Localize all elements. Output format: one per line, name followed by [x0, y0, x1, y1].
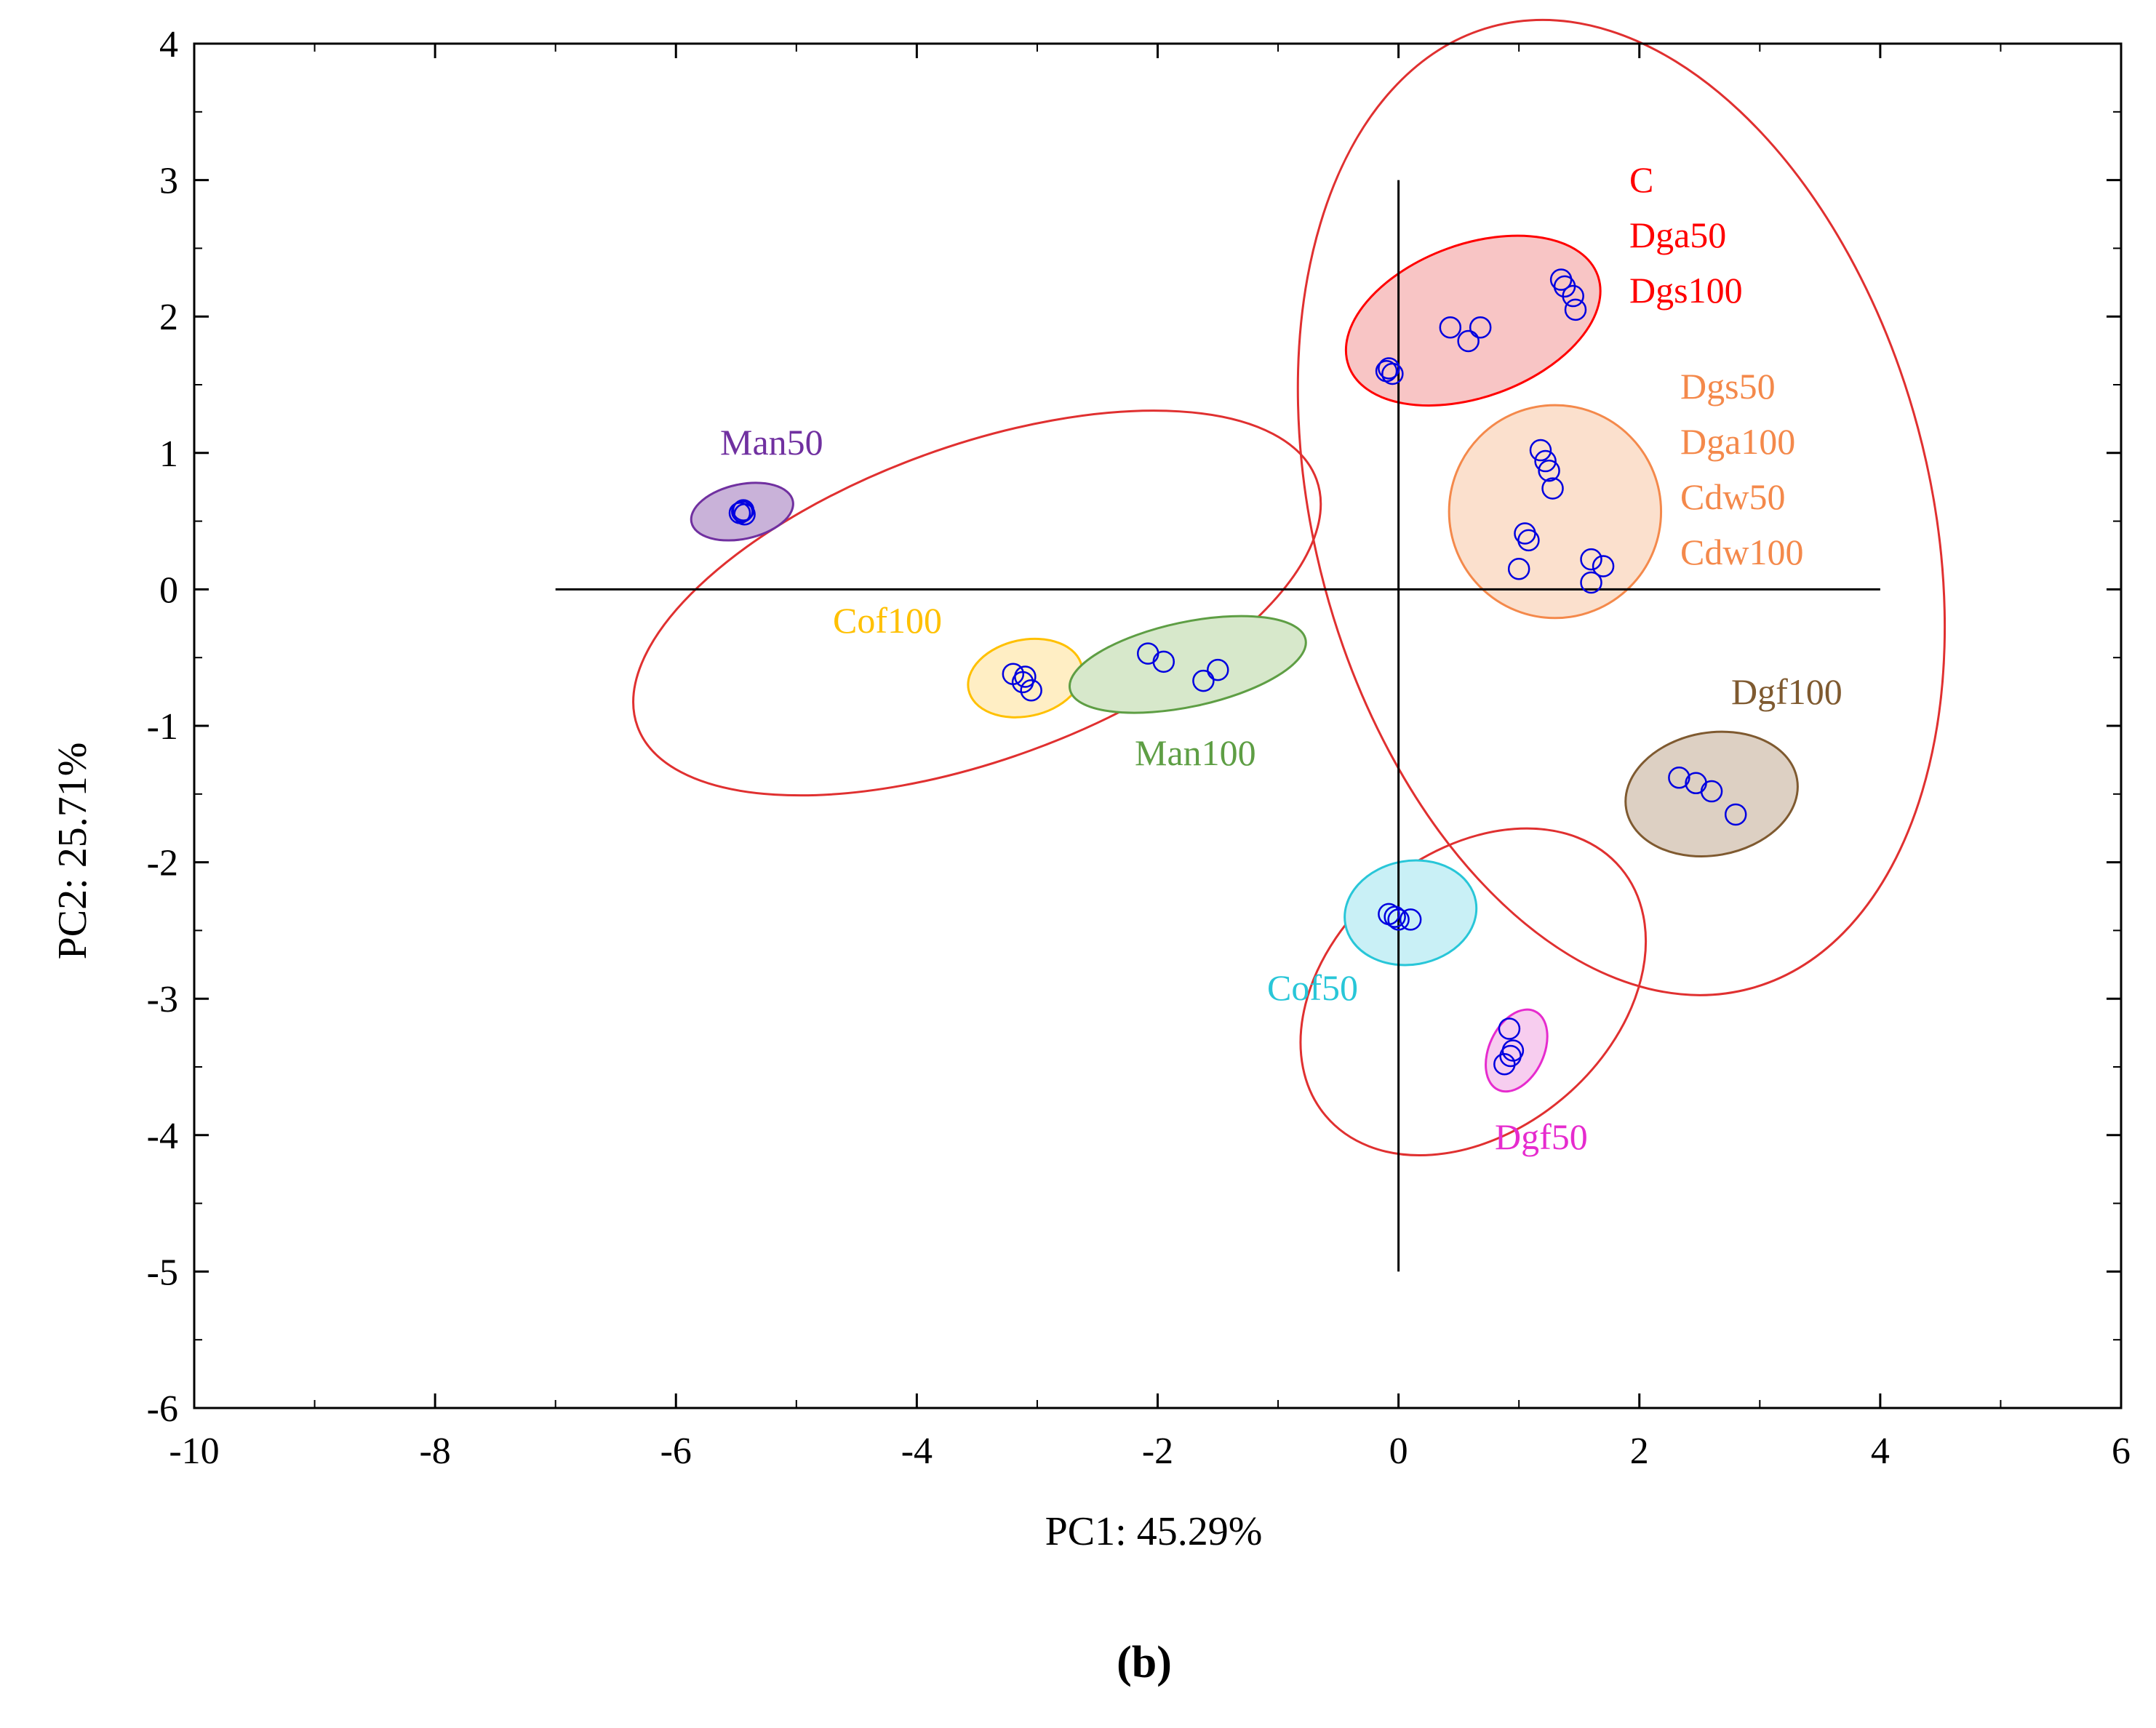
y-tick-label: 3 — [159, 161, 178, 202]
plot-border — [193, 42, 2123, 1409]
y-tick-label: 1 — [159, 433, 178, 475]
man100-label: Man100 — [1135, 732, 1256, 773]
c_group-point — [1562, 284, 1584, 308]
man50-point — [732, 499, 755, 521]
axis-ticks: -10 -8 -6 -4 -2 0 2 4 6 4 3 2 1 0 -1 -2 -3 -4 -5 -6 — [147, 24, 2131, 1472]
c_group-label: Dgs100 — [1629, 270, 1743, 311]
dgf100-point — [1700, 780, 1723, 803]
cof50-point — [1384, 905, 1406, 928]
x-tick-label: -8 — [419, 1431, 450, 1472]
dgf50-point — [1493, 1052, 1516, 1076]
dgs50_group-ellipse — [1448, 404, 1663, 620]
cof50-point — [1399, 908, 1422, 931]
dgf50-ellipse — [1485, 1008, 1549, 1093]
cluster-ellipses — [632, 18, 1947, 1156]
c_group-point — [1439, 316, 1462, 339]
cof100-point — [1014, 665, 1037, 688]
dgs50_group-point — [1517, 529, 1540, 552]
man50-point — [728, 502, 751, 524]
dgs50_group-point — [1534, 449, 1557, 473]
c_group-point — [1378, 357, 1400, 380]
panel-label: (b) — [1117, 1638, 1172, 1687]
man100-point — [1207, 658, 1229, 681]
dgf100-label: Dgf100 — [1731, 671, 1842, 712]
cof50-ellipse — [1343, 859, 1478, 967]
c_group-point — [1381, 362, 1404, 385]
y-tick-label: 2 — [159, 297, 178, 338]
c_group-label: Dga50 — [1629, 215, 1726, 255]
dgs50_group-label: Cdw50 — [1680, 476, 1785, 517]
c_group-point — [1457, 329, 1480, 353]
man50-label: Man50 — [720, 422, 823, 463]
x-tick-label: -10 — [169, 1431, 219, 1472]
cluster-left — [632, 409, 1322, 797]
dgs50_group-point — [1507, 558, 1530, 580]
c_group-point — [1564, 298, 1587, 321]
group-ellipses — [690, 234, 1799, 1093]
man100-ellipse — [1068, 615, 1307, 714]
x-tick-label: -6 — [660, 1431, 692, 1472]
dgf100-point — [1668, 767, 1690, 789]
plot-frame — [193, 42, 2123, 1409]
y-tick-label: -4 — [147, 1116, 178, 1157]
y-axis-title: PC2: 25.71% — [50, 743, 95, 960]
cof50-point — [1387, 908, 1410, 931]
y-tick-label: -2 — [147, 843, 178, 884]
dgs50_group-point — [1580, 571, 1602, 594]
dgf100-point — [1724, 803, 1747, 826]
y-tick-label: 4 — [159, 24, 178, 65]
dgs50_group-label: Dga100 — [1680, 421, 1795, 462]
dgs50_group-label: Dgs50 — [1680, 366, 1776, 407]
dgf50-label: Dgf50 — [1495, 1116, 1588, 1157]
man50-ellipse — [690, 481, 794, 542]
dgs50_group-point — [1538, 459, 1560, 482]
man50-point — [731, 500, 754, 523]
dgs50_group-label: Cdw100 — [1680, 532, 1803, 572]
y-tick-label: -5 — [147, 1252, 178, 1293]
cof100-point — [1020, 679, 1042, 702]
y-tick-label: 0 — [159, 569, 178, 611]
x-tick-label: -2 — [1142, 1431, 1173, 1472]
dgf100-ellipse — [1624, 730, 1799, 857]
dgf50-point — [1499, 1044, 1522, 1068]
dgf50-point — [1498, 1017, 1521, 1040]
x-tick-label: 6 — [2112, 1431, 2131, 1472]
data-points — [728, 268, 1747, 1076]
man100-point — [1192, 669, 1215, 692]
man100-point — [1152, 650, 1175, 673]
c_group-label: C — [1629, 159, 1653, 200]
cof50-label: Cof50 — [1267, 967, 1358, 1008]
cluster-right — [1296, 18, 1947, 996]
cof100-ellipse — [967, 637, 1084, 719]
reference-lines — [555, 180, 1880, 1272]
dgs50_group-point — [1529, 439, 1552, 462]
x-tick-label: -4 — [901, 1431, 933, 1472]
cof100-label: Cof100 — [833, 600, 942, 641]
x-tick-label: 4 — [1871, 1431, 1890, 1472]
y-tick-label: -1 — [147, 706, 178, 748]
dgs50_group-point — [1580, 548, 1602, 571]
dgs50_group-point — [1541, 477, 1564, 500]
y-tick-label: -6 — [147, 1388, 178, 1430]
y-tick-label: -3 — [147, 979, 178, 1020]
x-tick-label: 2 — [1630, 1431, 1649, 1472]
group-labels: Man50 Cof100 Man100 C Dga50 Dgs100 Dgs50 Dga100… — [720, 159, 1842, 1157]
c_group-point — [1469, 316, 1492, 339]
dgs50_group-point — [1592, 555, 1615, 577]
x-axis-title: PC1: 45.29% — [1045, 1509, 1263, 1554]
x-tick-label: 0 — [1389, 1431, 1408, 1472]
